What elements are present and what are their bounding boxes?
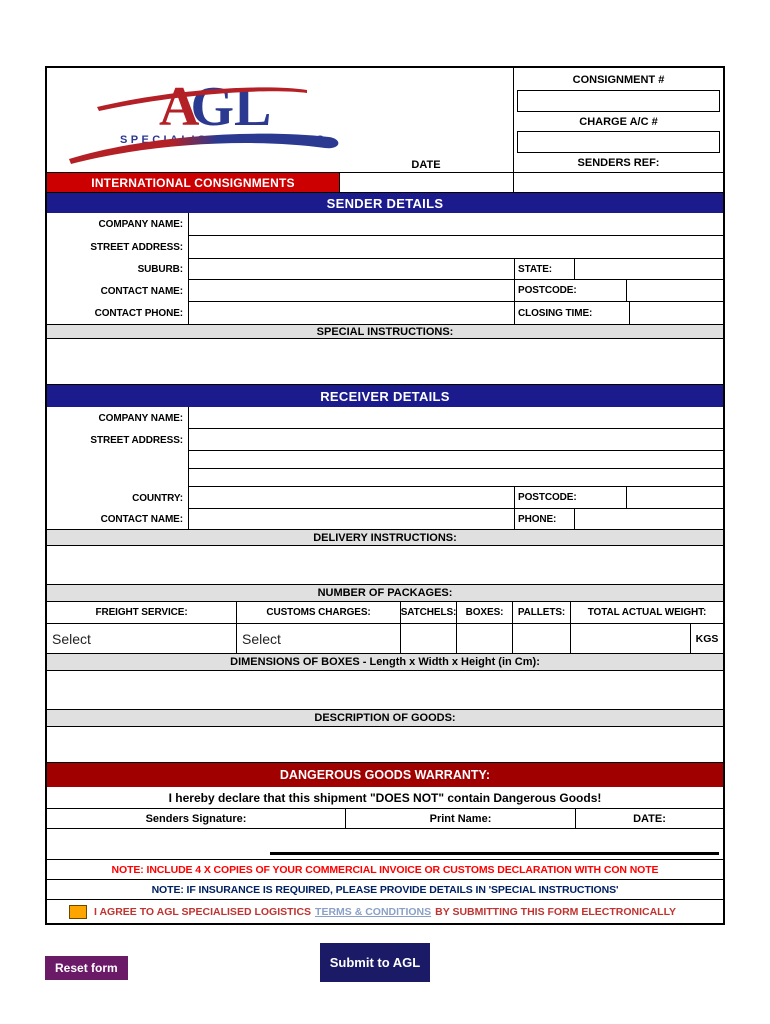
receiver-street-input-2[interactable]	[189, 451, 723, 468]
receiver-label-column: COMPANY NAME: STREET ADDRESS: COUNTRY: C…	[47, 407, 188, 529]
receiver-phone-label: PHONE:	[514, 509, 574, 529]
total-weight-input[interactable]	[570, 624, 690, 653]
sender-street-label: STREET ADDRESS:	[90, 242, 183, 253]
dangerous-goods-banner: DANGEROUS GOODS WARRANTY:	[47, 762, 723, 787]
note-insurance: NOTE: IF INSURANCE IS REQUIRED, PLEASE P…	[47, 880, 723, 900]
signature-line	[270, 852, 719, 855]
receiver-phone-input[interactable]	[574, 509, 723, 529]
receiver-details-banner: RECEIVER DETAILS	[47, 384, 723, 407]
pallets-input[interactable]	[512, 624, 570, 653]
total-weight-label: TOTAL ACTUAL WEIGHT:	[570, 602, 723, 623]
receiver-contact-name-label: CONTACT NAME:	[100, 513, 184, 525]
number-of-packages-header: NUMBER OF PACKAGES:	[47, 584, 723, 602]
sender-closing-time-label: CLOSING TIME:	[514, 302, 629, 324]
sender-contact-phone-label: CONTACT PHONE:	[94, 307, 184, 319]
sender-company-input[interactable]	[189, 213, 723, 235]
top-right-column: CONSIGNMENT # CHARGE A/C # SENDERS REF:	[513, 68, 723, 172]
consignment-label: CONSIGNMENT #	[572, 74, 665, 86]
sender-state-input[interactable]	[574, 259, 723, 279]
reset-form-button[interactable]: Reset form	[45, 956, 128, 980]
date-input[interactable]	[339, 173, 513, 192]
description-of-goods-header: DESCRIPTION OF GOODS:	[47, 709, 723, 727]
sender-details-section: COMPANY NAME: STREET ADDRESS: SUBURB: CO…	[47, 213, 723, 324]
delivery-instructions-input[interactable]	[47, 546, 723, 584]
form-header-section: AGL SPECIALISED LOGISTICS DATE CONSIGNME…	[47, 68, 723, 172]
charge-account-input[interactable]	[517, 131, 720, 153]
international-consignments-banner: INTERNATIONAL CONSIGNMENTS	[47, 173, 339, 192]
date-label: DATE	[411, 159, 441, 171]
consignment-input[interactable]	[517, 90, 720, 112]
sender-postcode-label: POSTCODE:	[514, 280, 626, 301]
signature-date-label: DATE:	[575, 809, 723, 828]
receiver-street-input-3[interactable]	[189, 469, 723, 486]
agree-checkbox[interactable]	[69, 904, 87, 919]
submit-to-agl-button[interactable]: Submit to AGL	[320, 943, 430, 982]
signature-header-row: Senders Signature: Print Name: DATE:	[47, 809, 723, 829]
banner-row: INTERNATIONAL CONSIGNMENTS	[47, 172, 723, 192]
customs-charges-label: CUSTOMS CHARGES:	[236, 602, 400, 623]
agree-text-prefix: I AGREE TO AGL SPECIALISED LOGISTICS	[94, 905, 312, 918]
note-invoice-copies: NOTE: INCLUDE 4 X COPIES OF YOUR COMMERC…	[47, 860, 723, 880]
packages-header-row: FREIGHT SERVICE: CUSTOMS CHARGES: SATCHE…	[47, 602, 723, 624]
senders-ref-label: SENDERS REF:	[577, 157, 660, 169]
agree-text-suffix: BY SUBMITTING THIS FORM ELECTRONICALLY	[435, 905, 677, 918]
senders-ref-input[interactable]	[513, 173, 723, 192]
boxes-input[interactable]	[456, 624, 512, 653]
receiver-street-input[interactable]	[189, 429, 723, 450]
special-instructions-input[interactable]	[47, 339, 723, 384]
receiver-country-label: COUNTRY:	[132, 492, 183, 504]
dangerous-goods-declaration: I hereby declare that this shipment "DOE…	[47, 787, 723, 809]
dimensions-input[interactable]	[47, 671, 723, 709]
sender-contact-name-label: CONTACT NAME:	[100, 285, 184, 297]
print-name-label: Print Name:	[345, 809, 575, 828]
satchels-label: SATCHELS:	[400, 602, 456, 623]
agl-logo: AGL SPECIALISED LOGISTICS	[69, 76, 339, 164]
sender-company-label: COMPANY NAME:	[98, 219, 184, 230]
receiver-postcode-input[interactable]	[626, 487, 723, 508]
sender-state-label: STATE:	[514, 259, 574, 279]
delivery-instructions-header: DELIVERY INSTRUCTIONS:	[47, 529, 723, 546]
boxes-label: BOXES:	[456, 602, 512, 623]
sender-street-input[interactable]	[189, 236, 723, 258]
charge-account-label: CHARGE A/C #	[579, 116, 658, 128]
sender-fields-column: STATE: POSTCODE: CLOSING TIME:	[188, 213, 723, 324]
receiver-country-input[interactable]	[189, 487, 514, 508]
sender-suburb-label: SUBURB:	[137, 264, 184, 275]
agree-row: I AGREE TO AGL SPECIALISED LOGISTICS TER…	[47, 900, 723, 923]
sender-label-column: COMPANY NAME: STREET ADDRESS: SUBURB: CO…	[47, 213, 188, 324]
senders-signature-label: Senders Signature:	[145, 812, 247, 825]
receiver-company-label: COMPANY NAME:	[98, 412, 184, 424]
receiver-details-section: COMPANY NAME: STREET ADDRESS: COUNTRY: C…	[47, 407, 723, 529]
satchels-input[interactable]	[400, 624, 456, 653]
sender-contact-phone-input[interactable]	[189, 302, 514, 324]
dimensions-header: DIMENSIONS OF BOXES - Length x Width x H…	[47, 654, 723, 671]
terms-link[interactable]: TERMS & CONDITIONS	[315, 905, 432, 918]
customs-charges-select[interactable]: Select	[236, 624, 400, 653]
freight-service-select[interactable]: Select	[47, 624, 236, 653]
svg-text:AGL: AGL	[159, 76, 271, 138]
sender-closing-time-input[interactable]	[629, 302, 723, 324]
special-instructions-header: SPECIAL INSTRUCTIONS:	[47, 324, 723, 339]
receiver-company-input[interactable]	[189, 407, 723, 428]
kgs-label: KGS	[690, 624, 723, 653]
signature-row	[47, 829, 723, 860]
description-of-goods-input[interactable]	[47, 727, 723, 762]
pallets-label: PALLETS:	[512, 602, 570, 623]
freight-service-label: FREIGHT SERVICE:	[95, 607, 188, 618]
sender-details-banner: SENDER DETAILS	[47, 192, 723, 213]
logo-cell: AGL SPECIALISED LOGISTICS DATE	[47, 68, 513, 172]
sender-contact-name-input[interactable]	[189, 280, 514, 301]
receiver-contact-name-input[interactable]	[189, 509, 514, 529]
sender-suburb-input[interactable]	[189, 259, 514, 279]
packages-input-row: Select Select KGS	[47, 624, 723, 654]
receiver-fields-column: POSTCODE: PHONE:	[188, 407, 723, 529]
receiver-postcode-label: POSTCODE:	[514, 487, 626, 508]
receiver-street-label: STREET ADDRESS:	[90, 434, 183, 446]
sender-postcode-input[interactable]	[626, 280, 723, 301]
consignment-form: AGL SPECIALISED LOGISTICS DATE CONSIGNME…	[45, 66, 725, 925]
